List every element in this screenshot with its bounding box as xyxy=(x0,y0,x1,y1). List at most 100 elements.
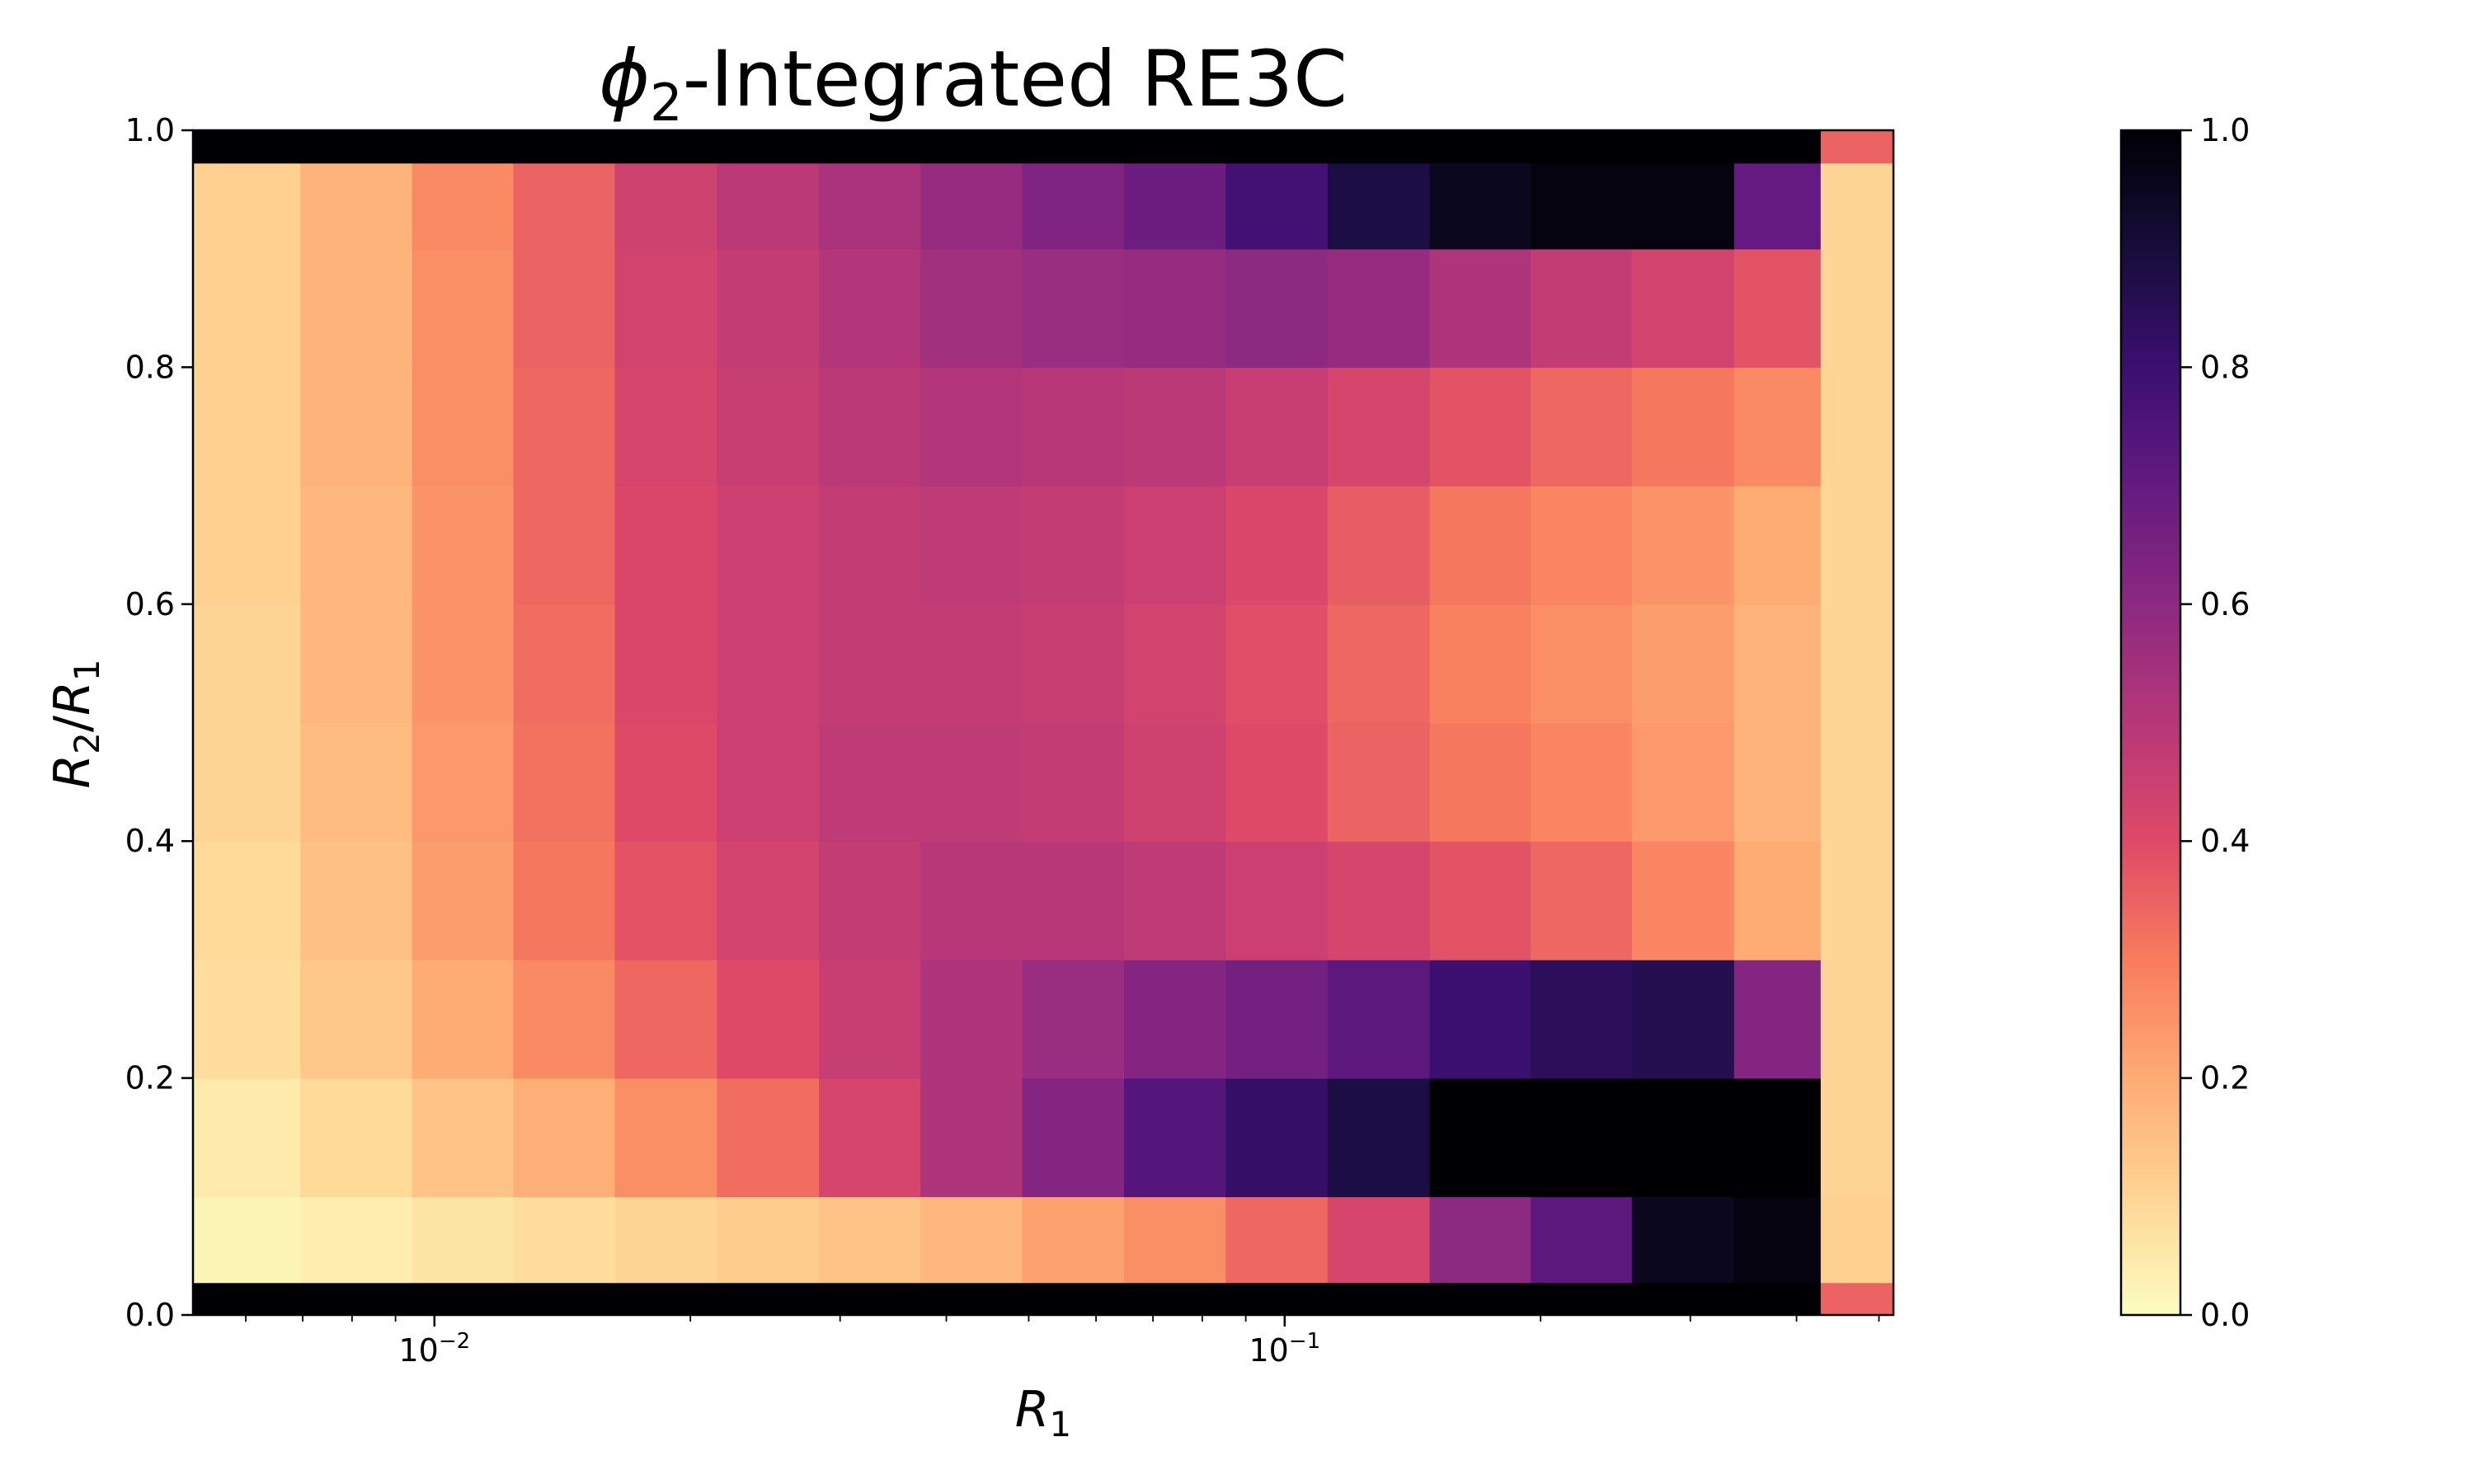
heatmap-cell xyxy=(1531,486,1633,605)
heatmap-cell xyxy=(1733,603,1822,724)
colorbar-tick-label: 0.6 xyxy=(2200,586,2250,622)
heatmap-cell xyxy=(1124,367,1227,486)
heatmap-cell xyxy=(1124,248,1227,369)
heatmap-cell xyxy=(513,1282,616,1316)
heatmap-cell xyxy=(1820,162,1894,250)
heatmap-cell xyxy=(819,959,921,1079)
heatmap-cell xyxy=(1429,162,1531,250)
heatmap-cell xyxy=(513,959,616,1079)
heatmap-cell xyxy=(819,1078,921,1198)
heatmap-cell xyxy=(1327,603,1431,724)
heatmap-cell xyxy=(1124,486,1227,605)
heatmap-cell xyxy=(1820,130,1894,164)
heatmap-cell xyxy=(513,130,616,164)
heatmap-cell xyxy=(1429,367,1531,486)
heatmap-cell xyxy=(193,722,302,842)
heatmap-cell xyxy=(1429,1078,1531,1198)
heatmap-cell xyxy=(1124,1282,1227,1316)
heatmap-cell xyxy=(1631,722,1735,842)
heatmap-cell xyxy=(1631,1078,1735,1198)
heatmap-cell xyxy=(1820,486,1894,605)
chart-title: ϕ2-Integrated RE3C xyxy=(599,35,1348,133)
heatmap-cell xyxy=(1124,1196,1227,1284)
heatmap-cell xyxy=(1820,603,1894,724)
heatmap-cell xyxy=(1022,248,1125,369)
heatmap-cell xyxy=(1631,367,1735,486)
heatmap-cell xyxy=(1327,248,1431,369)
heatmap-cell xyxy=(614,248,718,369)
colorbar-tick-label: 0.8 xyxy=(2200,349,2250,385)
heatmap-cell xyxy=(1327,162,1431,250)
heatmap-cell xyxy=(412,248,515,369)
heatmap-cell xyxy=(1820,367,1894,486)
heatmap-cell xyxy=(614,841,718,960)
heatmap-cell xyxy=(300,1282,413,1316)
heatmap-cell xyxy=(193,367,302,486)
heatmap-cell xyxy=(1022,486,1125,605)
heatmap-cell xyxy=(1022,959,1125,1079)
heatmap-cell xyxy=(1429,603,1531,724)
heatmap-cell xyxy=(1225,486,1329,605)
heatmap-cell xyxy=(300,248,413,369)
heatmap-cell xyxy=(513,603,616,724)
heatmap-cell xyxy=(1429,1196,1531,1284)
heatmap-cell xyxy=(717,367,820,486)
heatmap-cell xyxy=(1531,367,1633,486)
heatmap-cell xyxy=(1225,1282,1329,1316)
heatmap-cell xyxy=(1022,722,1125,842)
heatmap-cell xyxy=(1631,1196,1735,1284)
heatmap-cell xyxy=(614,1196,718,1284)
heatmap-cell xyxy=(1631,162,1735,250)
heatmap-cell xyxy=(819,130,921,164)
heatmap-cell xyxy=(513,1078,616,1198)
heatmap-cell xyxy=(193,603,302,724)
heatmap-cell xyxy=(193,1196,302,1284)
heatmap-cell xyxy=(1820,1078,1894,1198)
heatmap-cell xyxy=(300,1078,413,1198)
heatmap-cell xyxy=(300,841,413,960)
heatmap-cell xyxy=(513,1196,616,1284)
heatmap-cell xyxy=(819,367,921,486)
heatmap-cell xyxy=(1022,162,1125,250)
heatmap-cell xyxy=(1327,367,1431,486)
heatmap-cell xyxy=(412,130,515,164)
heatmap-cell xyxy=(1022,367,1125,486)
heatmap-cell xyxy=(1531,841,1633,960)
heatmap-cells xyxy=(193,130,1894,1316)
colorbar-tick-label: 0.4 xyxy=(2200,823,2250,859)
x-axis-label: R1 xyxy=(1015,1381,1071,1444)
heatmap-cell xyxy=(412,959,515,1079)
heatmap-cell xyxy=(412,1282,515,1316)
heatmap-cell xyxy=(1022,841,1125,960)
heatmap-cell xyxy=(717,248,820,369)
heatmap-cell xyxy=(513,486,616,605)
colorbar-tick-label: 0.2 xyxy=(2200,1060,2250,1097)
x-axis-ticks: 10−2 10−1 xyxy=(398,1315,1320,1369)
heatmap-cell xyxy=(300,367,413,486)
heatmap-cell xyxy=(717,162,820,250)
y-axis-label: R2/R1 xyxy=(44,659,107,788)
heatmap-cell xyxy=(1327,486,1431,605)
heatmap-cell xyxy=(717,841,820,960)
heatmap-cell xyxy=(614,959,718,1079)
heatmap-cell xyxy=(920,1196,1023,1284)
heatmap-cell xyxy=(1820,248,1894,369)
heatmap-cell xyxy=(1733,130,1822,164)
heatmap-cell xyxy=(1225,1078,1329,1198)
y-tick-label: 0.6 xyxy=(125,586,175,622)
heatmap-cell xyxy=(1631,603,1735,724)
heatmap-cell xyxy=(1124,722,1227,842)
heatmap-cell xyxy=(193,959,302,1079)
colorbar-tick-label: 0.0 xyxy=(2200,1297,2250,1333)
heatmap-cell xyxy=(1531,162,1633,250)
heatmap-cell xyxy=(1327,130,1431,164)
heatmap-cell xyxy=(412,486,515,605)
heatmap-cell xyxy=(1225,841,1329,960)
heatmap-cell xyxy=(1429,722,1531,842)
heatmap-cell xyxy=(920,367,1023,486)
heatmap-cell xyxy=(513,248,616,369)
heatmap-cell xyxy=(1531,130,1633,164)
heatmap-cell xyxy=(1429,841,1531,960)
heatmap-cell xyxy=(1124,603,1227,724)
